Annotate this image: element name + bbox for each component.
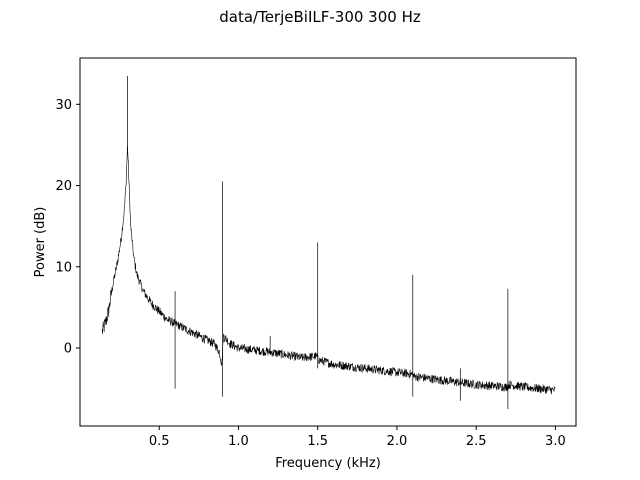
x-tick-label: 1.0 [228,434,249,449]
chart-title: data/TerjeBiILF-300 300 Hz [219,8,421,26]
x-tick-label: 3.0 [545,434,566,449]
x-axis-label: Frequency (kHz) [275,456,381,471]
series-group [101,75,556,409]
y-axis-label: Power (dB) [33,207,48,278]
y-tick-label: 10 [55,260,72,275]
x-tick-label: 2.5 [466,434,487,449]
x-tick-label: 2.0 [387,434,408,449]
plot-frame [79,57,577,427]
spectrum-line [101,146,556,395]
y-axis: 0 10 20 30 [55,98,80,357]
plot-area [79,57,577,427]
y-tick-label: 0 [64,342,72,357]
x-tick-label: 0.5 [149,434,170,449]
x-tick-label: 1.5 [307,434,328,449]
y-tick-label: 20 [55,179,72,194]
x-axis: 0.5 1.0 1.5 2.0 2.5 3.0 [149,426,566,449]
y-tick-label: 30 [55,98,72,113]
